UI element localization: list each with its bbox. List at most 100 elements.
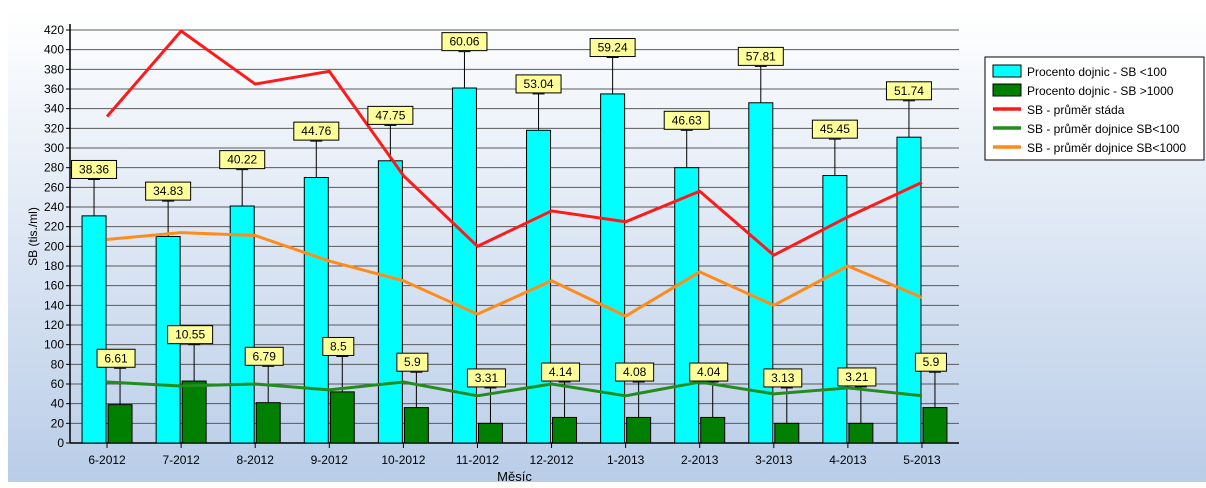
data-label: 3.21 <box>845 370 869 384</box>
y-axis-title: SB (tis./ml) <box>26 207 40 266</box>
data-label: 6.61 <box>104 351 128 365</box>
data-label-box <box>322 336 355 356</box>
y-tick-label: 40 <box>51 397 65 411</box>
x-tick-label: 8-2012 <box>237 453 275 467</box>
data-label-box <box>441 32 488 52</box>
y-tick-label: 200 <box>44 239 64 253</box>
bar <box>674 167 700 444</box>
data-label: 10.55 <box>175 328 205 342</box>
bar <box>477 422 503 444</box>
data-label: 5.9 <box>404 355 421 369</box>
y-tick-label: 280 <box>44 161 64 175</box>
data-label: 3.13 <box>771 371 795 385</box>
data-label-box <box>589 38 636 58</box>
data-label-box <box>914 352 947 372</box>
data-label-box <box>396 352 429 372</box>
y-tick-label: 80 <box>51 357 65 371</box>
data-label: 34.83 <box>153 184 183 198</box>
data-label-box <box>244 346 284 366</box>
series-line <box>106 231 923 318</box>
bar <box>600 93 626 444</box>
data-label: 59.24 <box>598 41 628 55</box>
data-label: 51.74 <box>894 84 924 98</box>
bar <box>700 416 726 444</box>
data-label-box <box>541 362 581 382</box>
legend-swatch <box>992 83 1022 97</box>
bar <box>81 215 107 444</box>
y-tick-label: 160 <box>44 279 64 293</box>
data-label: 4.04 <box>697 365 721 379</box>
x-tick-label: 3-2013 <box>755 453 793 467</box>
y-tick-label: 240 <box>44 200 64 214</box>
x-tick-label: 2-2013 <box>681 453 719 467</box>
x-tick-label: 4-2013 <box>829 453 867 467</box>
series-line <box>105 29 923 257</box>
y-tick-label: 100 <box>44 338 64 352</box>
data-label-box <box>515 74 562 94</box>
y-tick-label: 260 <box>44 180 64 194</box>
y-tick-label: 380 <box>44 62 64 76</box>
bar <box>255 402 281 444</box>
bar <box>922 407 948 444</box>
y-tick-label: 400 <box>44 43 64 57</box>
data-label-box <box>367 105 414 125</box>
data-label-box <box>885 81 932 101</box>
bar <box>451 87 477 444</box>
y-tick-label: 120 <box>44 318 64 332</box>
data-label-box <box>293 121 340 141</box>
x-tick-label: 12-2012 <box>530 453 574 467</box>
legend-swatch <box>992 64 1022 78</box>
data-label: 40.22 <box>227 153 257 167</box>
y-tick-label: 220 <box>44 220 64 234</box>
x-tick-label: 10-2012 <box>381 453 425 467</box>
x-tick-label: 6-2012 <box>88 453 126 467</box>
bar <box>848 422 874 444</box>
legend-label: SB - průměr dojnice SB<1000 <box>1027 141 1186 155</box>
x-tick-label: 11-2012 <box>456 453 499 467</box>
data-label-box <box>763 368 803 388</box>
data-label: 45.45 <box>820 122 850 136</box>
data-label-box <box>71 159 118 179</box>
data-label-box <box>737 46 784 66</box>
bar <box>107 404 133 444</box>
y-tick-label: 300 <box>44 141 64 155</box>
y-tick-label: 360 <box>44 82 64 96</box>
x-axis-title: Měsíc <box>497 469 532 483</box>
data-label: 4.14 <box>549 365 573 379</box>
bar <box>626 416 652 444</box>
data-label: 4.08 <box>623 365 647 379</box>
y-tick-label: 20 <box>51 416 65 430</box>
legend-label: Procento dojnic - SB >1000 <box>1027 84 1174 98</box>
data-label-box <box>466 368 506 388</box>
data-label-box <box>96 348 136 368</box>
bar <box>181 380 207 444</box>
x-tick-label: 5-2013 <box>903 453 941 467</box>
x-tick-label: 7-2012 <box>162 453 200 467</box>
data-label-box <box>219 150 266 170</box>
bar <box>303 177 329 444</box>
y-tick-label: 180 <box>44 259 64 273</box>
data-label: 57.81 <box>746 49 776 63</box>
y-tick-label: 60 <box>51 377 65 391</box>
data-label: 38.36 <box>79 162 109 176</box>
data-label-box <box>837 367 877 387</box>
y-tick-label: 320 <box>44 121 64 135</box>
bar <box>552 416 578 444</box>
bar <box>822 175 848 444</box>
bar <box>329 391 355 444</box>
bar <box>229 205 255 444</box>
data-label: 6.79 <box>253 349 277 363</box>
data-label-box <box>689 362 729 382</box>
data-label: 47.75 <box>375 108 405 122</box>
series-line <box>106 380 923 398</box>
bar <box>403 407 429 444</box>
data-label: 8.5 <box>330 339 347 353</box>
data-label-box <box>167 325 214 345</box>
data-label-box <box>145 181 192 201</box>
legend-label: SB - průměr dojnice SB<100 <box>1027 122 1180 136</box>
data-label: 60.06 <box>449 35 479 49</box>
legend-label: Procento dojnic - SB <100 <box>1027 65 1167 79</box>
data-label-box <box>811 119 858 139</box>
